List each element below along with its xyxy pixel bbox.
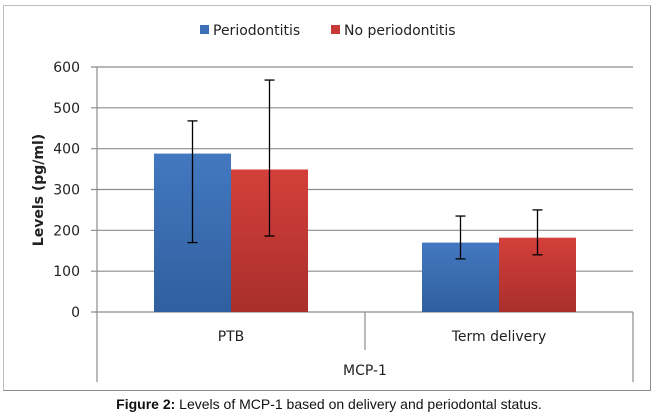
legend-swatch-1	[331, 25, 340, 34]
legend: Periodontitis No periodontitis	[200, 23, 456, 39]
x-axis-categories: PTB Term delivery	[218, 329, 547, 345]
category-label-0: PTB	[218, 329, 245, 345]
figure-caption: Figure 2: Levels of MCP-1 based on deliv…	[0, 396, 658, 412]
y-axis-label: Levels (pg/ml)	[31, 134, 47, 246]
legend-label-1: No periodontitis	[344, 23, 456, 39]
y-tick-label-300: 300	[53, 183, 80, 199]
legend-swatch-0	[200, 25, 209, 34]
y-axis-ticks: 0 100 200 300 400 500 600	[53, 60, 80, 321]
chart-frame	[3, 5, 651, 391]
y-tick-label-0: 0	[71, 305, 80, 321]
y-tick-label-400: 400	[53, 142, 80, 158]
bars	[154, 153, 576, 312]
axes	[96, 67, 634, 382]
bar-chart: 0 100 200 300 400 500 600 PTB Term delivery Lev…	[31, 23, 634, 382]
y-tick-label-200: 200	[53, 223, 80, 239]
caption-label: Figure 2:	[116, 396, 176, 412]
error-bars	[187, 79, 543, 260]
y-tick-label-100: 100	[53, 264, 80, 280]
caption-text: Levels of MCP-1 based on delivery and pe…	[175, 396, 542, 412]
y-tick-label-500: 500	[53, 101, 80, 117]
x-axis-group-label: MCP-1	[343, 363, 387, 379]
y-tick-label-600: 600	[53, 60, 80, 76]
category-label-1: Term delivery	[451, 329, 547, 345]
legend-label-0: Periodontitis	[213, 23, 300, 39]
